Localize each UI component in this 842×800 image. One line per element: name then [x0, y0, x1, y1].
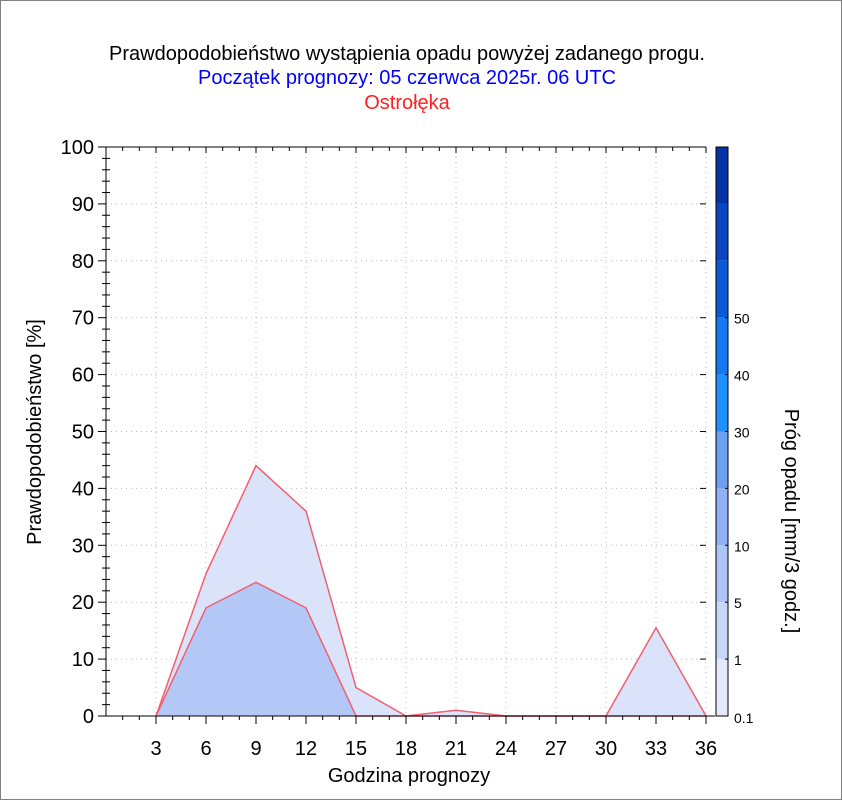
x-tick-label: 36 [695, 738, 717, 760]
colorbar-label: Próg opadu [mm/3 godz.] [780, 409, 802, 634]
colorbar-tick-label: 20 [734, 481, 750, 497]
plot-areas [155, 464, 707, 717]
series-area-1 [156, 582, 706, 716]
colorbar-segment [716, 203, 728, 261]
x-tick-label: 6 [200, 738, 211, 760]
x-tick-label: 21 [445, 738, 467, 760]
chart-location: Ostrołęka [364, 92, 450, 114]
series-0-point [205, 572, 207, 575]
y-axis-label: Prawdopodobieństwo [%] [24, 319, 46, 545]
x-axis-ticks: 3 6 9 12 15 18 21 24 27 30 33 36 [122, 147, 717, 760]
series-1-point [305, 607, 307, 609]
y-tick-label: 40 [72, 478, 94, 500]
y-tick-label: 30 [72, 535, 94, 557]
series-0-point [255, 464, 257, 467]
colorbar-segment [716, 431, 728, 489]
y-axis-ticks: 0 10 20 30 40 50 60 70 80 90 100 [61, 137, 706, 728]
x-tick-label: 30 [595, 738, 617, 760]
series-line-0 [155, 464, 707, 717]
colorbar-tick-label: 50 [734, 311, 750, 327]
chart-subtitle: Początek prognozy: 05 czerwca 2025r. 06 … [198, 67, 616, 89]
x-axis-label: Godzina prognozy [328, 765, 490, 787]
colorbar-tick-label: 10 [734, 538, 750, 554]
x-tick-label: 27 [545, 738, 567, 760]
x-tick-label: 18 [395, 738, 417, 760]
y-tick-label: 70 [72, 308, 94, 330]
y-tick-label: 50 [72, 422, 94, 444]
chart-title: Prawdopodobieństwo wystąpienia opadu pow… [109, 43, 705, 65]
series-0-point [655, 627, 657, 629]
colorbar-tick-label: 30 [734, 425, 750, 441]
x-tick-label: 3 [150, 738, 161, 760]
y-tick-label: 0 [83, 706, 94, 728]
y-tick-label: 100 [61, 137, 94, 159]
x-tick-label: 33 [645, 738, 667, 760]
x-tick-label: 12 [295, 738, 317, 760]
series-1-point [255, 581, 257, 584]
colorbar-tick-label: 5 [734, 595, 742, 611]
colorbar-segment [716, 602, 728, 660]
series-1-point [205, 607, 207, 609]
colorbar-segment [716, 374, 728, 432]
series-0-point [455, 709, 457, 712]
series-0-point [305, 510, 307, 512]
series-0-point [355, 686, 357, 689]
x-tick-label: 9 [250, 738, 261, 760]
colorbar-tick-label: 0.1 [734, 710, 754, 726]
colorbar-segment [716, 147, 728, 204]
colorbar-tick-label: 1 [734, 652, 742, 668]
colorbar-segment [716, 317, 728, 375]
y-tick-label: 10 [72, 649, 94, 671]
x-tick-label: 24 [495, 738, 517, 760]
colorbar-segment [716, 659, 728, 716]
y-tick-label: 80 [72, 251, 94, 273]
colorbar-tick-label: 40 [734, 368, 750, 384]
colorbar-segment [716, 545, 728, 603]
y-tick-label: 90 [72, 194, 94, 216]
colorbar-segment [716, 260, 728, 318]
colorbar-segment [716, 488, 728, 546]
colorbar: 0.1 1 5 10 20 30 40 50 [715, 146, 754, 726]
y-tick-label: 60 [72, 365, 94, 387]
y-tick-label: 20 [72, 592, 94, 614]
x-tick-label: 15 [345, 738, 367, 760]
